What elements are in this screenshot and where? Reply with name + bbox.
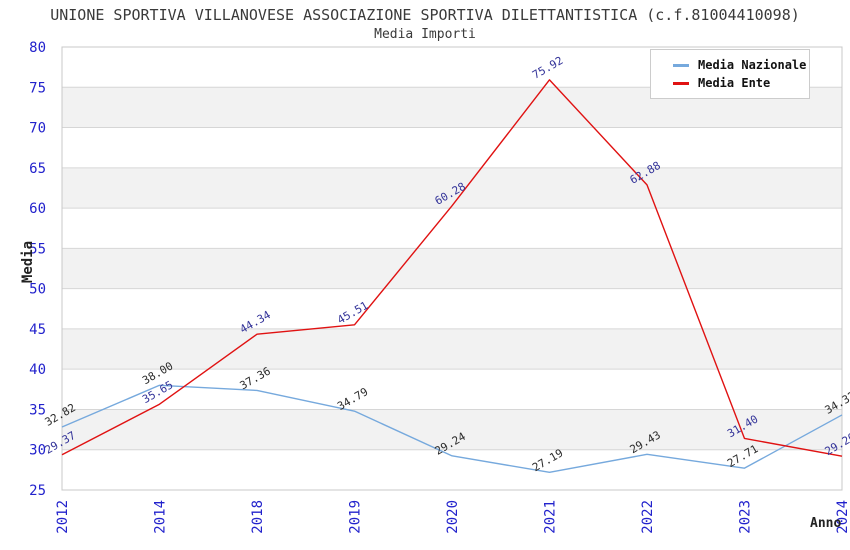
plot-frame	[61, 46, 843, 491]
x-tick-label: 2014	[153, 500, 169, 534]
y-tick-label: 80	[29, 40, 46, 56]
grid-band	[62, 409, 842, 450]
x-tick-label: 2022	[640, 500, 656, 534]
point-label: 29.37	[43, 429, 78, 457]
legend-item-media-ente: Media Ente	[673, 76, 809, 90]
legend-label-media-ente: Media Ente	[698, 76, 771, 90]
y-tick-label: 70	[29, 121, 46, 137]
point-label: 45.51	[335, 299, 370, 327]
grid-band	[62, 328, 842, 370]
y-tick-label: 65	[29, 161, 46, 177]
chart-subtitle: Media Importi	[374, 27, 476, 42]
series-line-1	[61, 79, 843, 457]
y-tick-label: 50	[29, 282, 46, 298]
chart-title: UNIONE SPORTIVA VILLANOVESE ASSOCIAZIONE…	[50, 6, 800, 24]
y-tick-label: 30	[29, 443, 46, 459]
x-tick-label: 2012	[55, 500, 71, 534]
x-tick-label: 2020	[445, 500, 461, 534]
point-label: 75.92	[530, 54, 565, 82]
media-nazionale-line-swatch	[673, 63, 689, 67]
x-tick-label: 2023	[738, 500, 754, 534]
y-tick-label: 35	[29, 402, 46, 418]
legend: Media Nazionale Media Ente	[650, 49, 810, 99]
x-tick-label: 2021	[543, 500, 559, 534]
y-tick-label: 40	[29, 362, 46, 378]
y-tick-label: 25	[29, 483, 46, 499]
x-tick-label: 2019	[348, 500, 364, 534]
point-label: 34.79	[335, 385, 370, 413]
legend-label-media-nazionale: Media Nazionale	[698, 58, 807, 72]
media-ente-line-swatch	[673, 81, 689, 85]
y-tick-label: 55	[29, 241, 46, 257]
grid-band	[62, 248, 842, 289]
y-tick-label: 45	[29, 322, 46, 338]
y-tick-label: 60	[29, 201, 46, 217]
legend-item-media-nazionale: Media Nazionale	[673, 58, 809, 72]
x-tick-label: 2018	[250, 500, 266, 534]
y-axis-title: Media	[20, 240, 36, 284]
grid-band	[62, 167, 842, 209]
series-line-0	[61, 384, 843, 474]
y-tick-label: 75	[29, 80, 46, 96]
x-axis-title: Anno	[810, 516, 842, 531]
point-label: 34.32	[823, 389, 850, 417]
x-tick-label: 2024	[835, 500, 850, 534]
